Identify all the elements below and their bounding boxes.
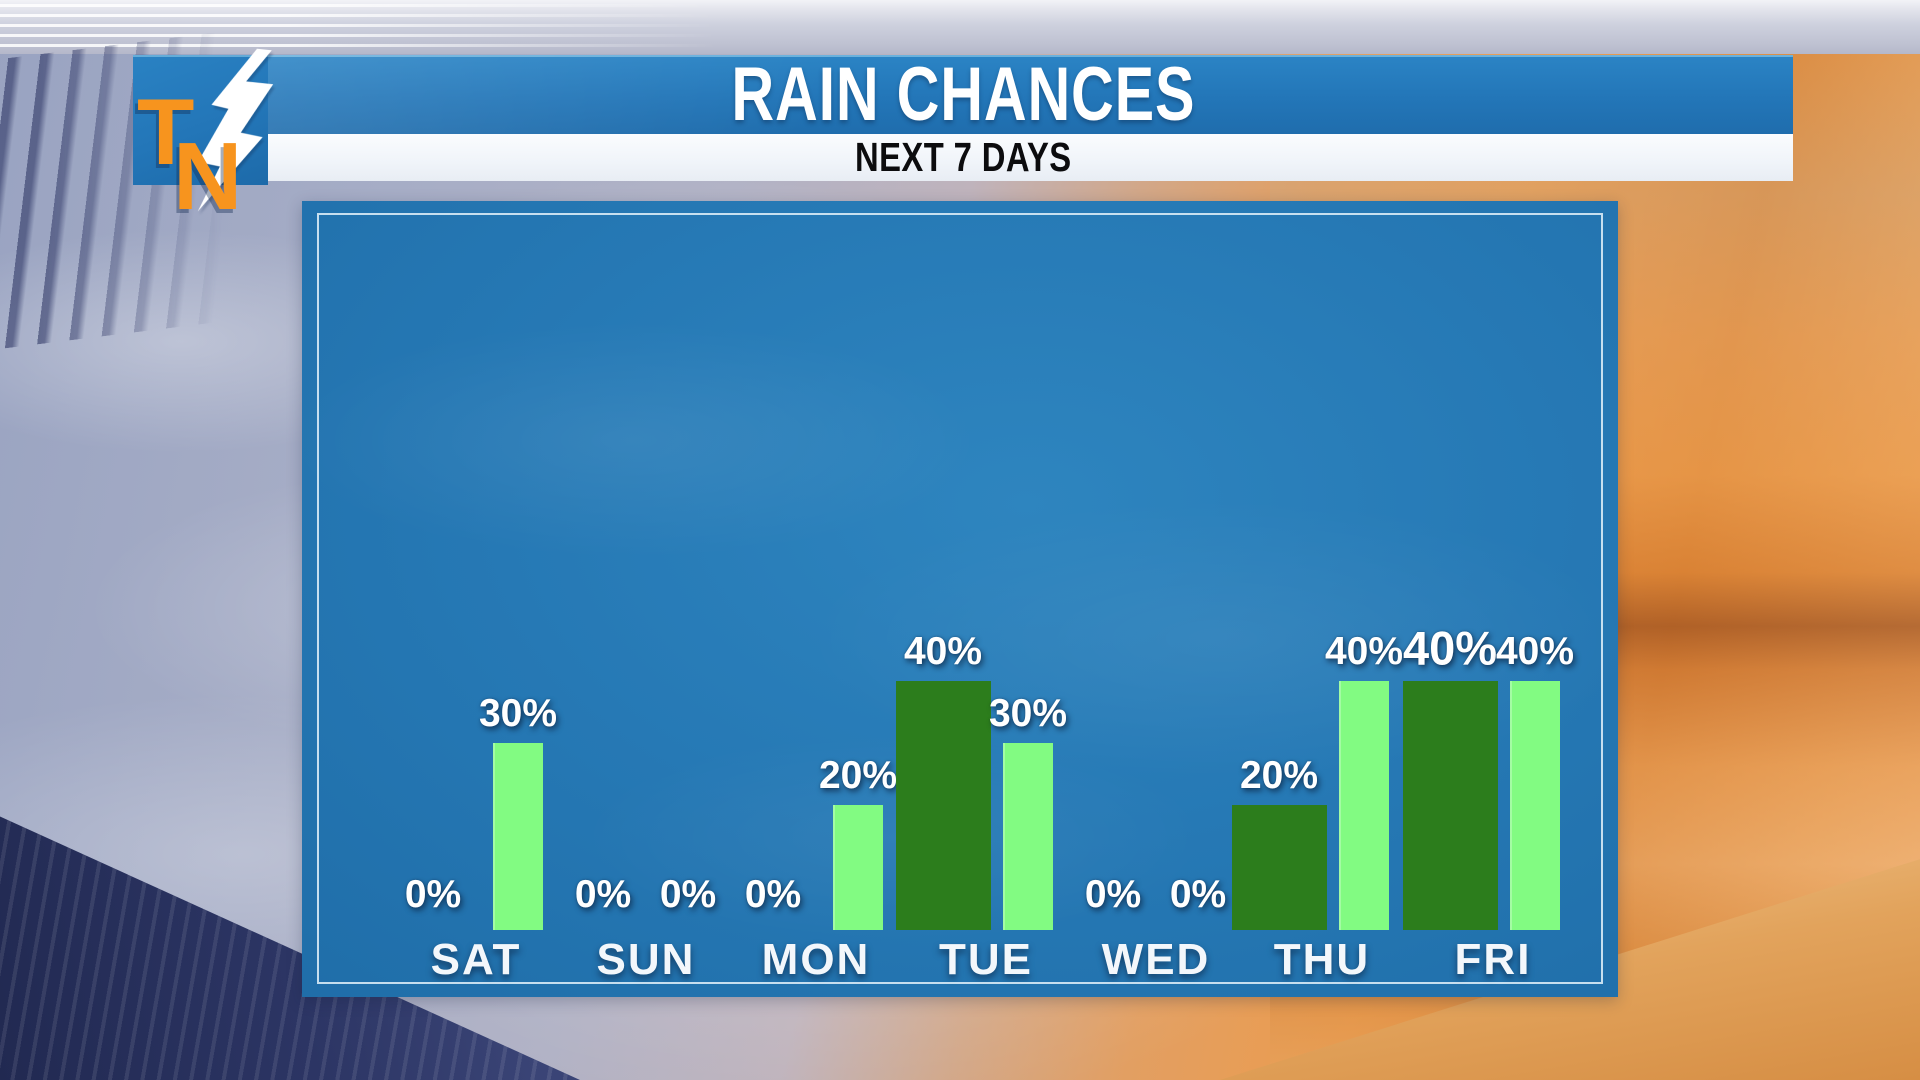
value-label: 20% <box>818 754 898 798</box>
bar-tue-first-chance <box>895 681 991 930</box>
logo-letter-n: N <box>173 123 243 230</box>
day-label: SAT <box>430 935 522 984</box>
day-label: WED <box>1101 935 1211 984</box>
bar-sat-second-chance <box>493 743 543 930</box>
value-label: 30% <box>988 692 1068 736</box>
value-label: 40% <box>903 630 983 674</box>
value-label: 0% <box>659 873 717 917</box>
logo-letter-t: T <box>137 79 195 184</box>
lightning-bolt-icon <box>197 48 274 212</box>
page-title: RAIN CHANCES <box>731 51 1195 137</box>
value-label: 0% <box>404 873 462 917</box>
bar-fri-second-chance <box>1510 681 1560 930</box>
value-label: 20% <box>1239 754 1319 798</box>
top-band-streaks <box>0 4 720 50</box>
rain-chances-chart-panel: SAT 0% 30% SUN 0% 0% MON 0% 20% TUE 40% 30% WED 0% 0% T… <box>302 201 1618 997</box>
station-logo: T N <box>133 48 274 225</box>
bar-thu-first-chance <box>1231 805 1327 930</box>
title-bar: RAIN CHANCES <box>133 55 1793 134</box>
page-subtitle: NEXT 7 DAYS <box>855 134 1072 180</box>
value-label: 0% <box>1169 873 1227 917</box>
bar-mon-second-chance <box>833 805 883 930</box>
value-label: 0% <box>1084 873 1142 917</box>
value-label: 40% <box>1495 630 1575 674</box>
bar-chart: SAT 0% 30% SUN 0% 0% MON 0% 20% TUE 40% 30% WED 0% 0% T… <box>302 201 1618 997</box>
value-label: 30% <box>478 692 558 736</box>
value-label: 0% <box>574 873 632 917</box>
title-bar-sheen <box>133 55 1793 134</box>
day-label: TUE <box>939 935 1033 984</box>
day-label: MON <box>761 935 871 984</box>
day-label: SUN <box>596 935 696 984</box>
day-label: FRI <box>1454 935 1532 984</box>
value-label: 40% <box>1324 630 1404 674</box>
bar-fri-first-chance <box>1402 681 1498 930</box>
bar-thu-second-chance <box>1339 681 1389 930</box>
day-label: THU <box>1273 935 1371 984</box>
value-label: 0% <box>744 873 802 917</box>
bar-tue-second-chance <box>1003 743 1053 930</box>
subtitle-bar: NEXT 7 DAYS <box>268 134 1793 181</box>
value-label: 40% <box>1402 621 1498 675</box>
